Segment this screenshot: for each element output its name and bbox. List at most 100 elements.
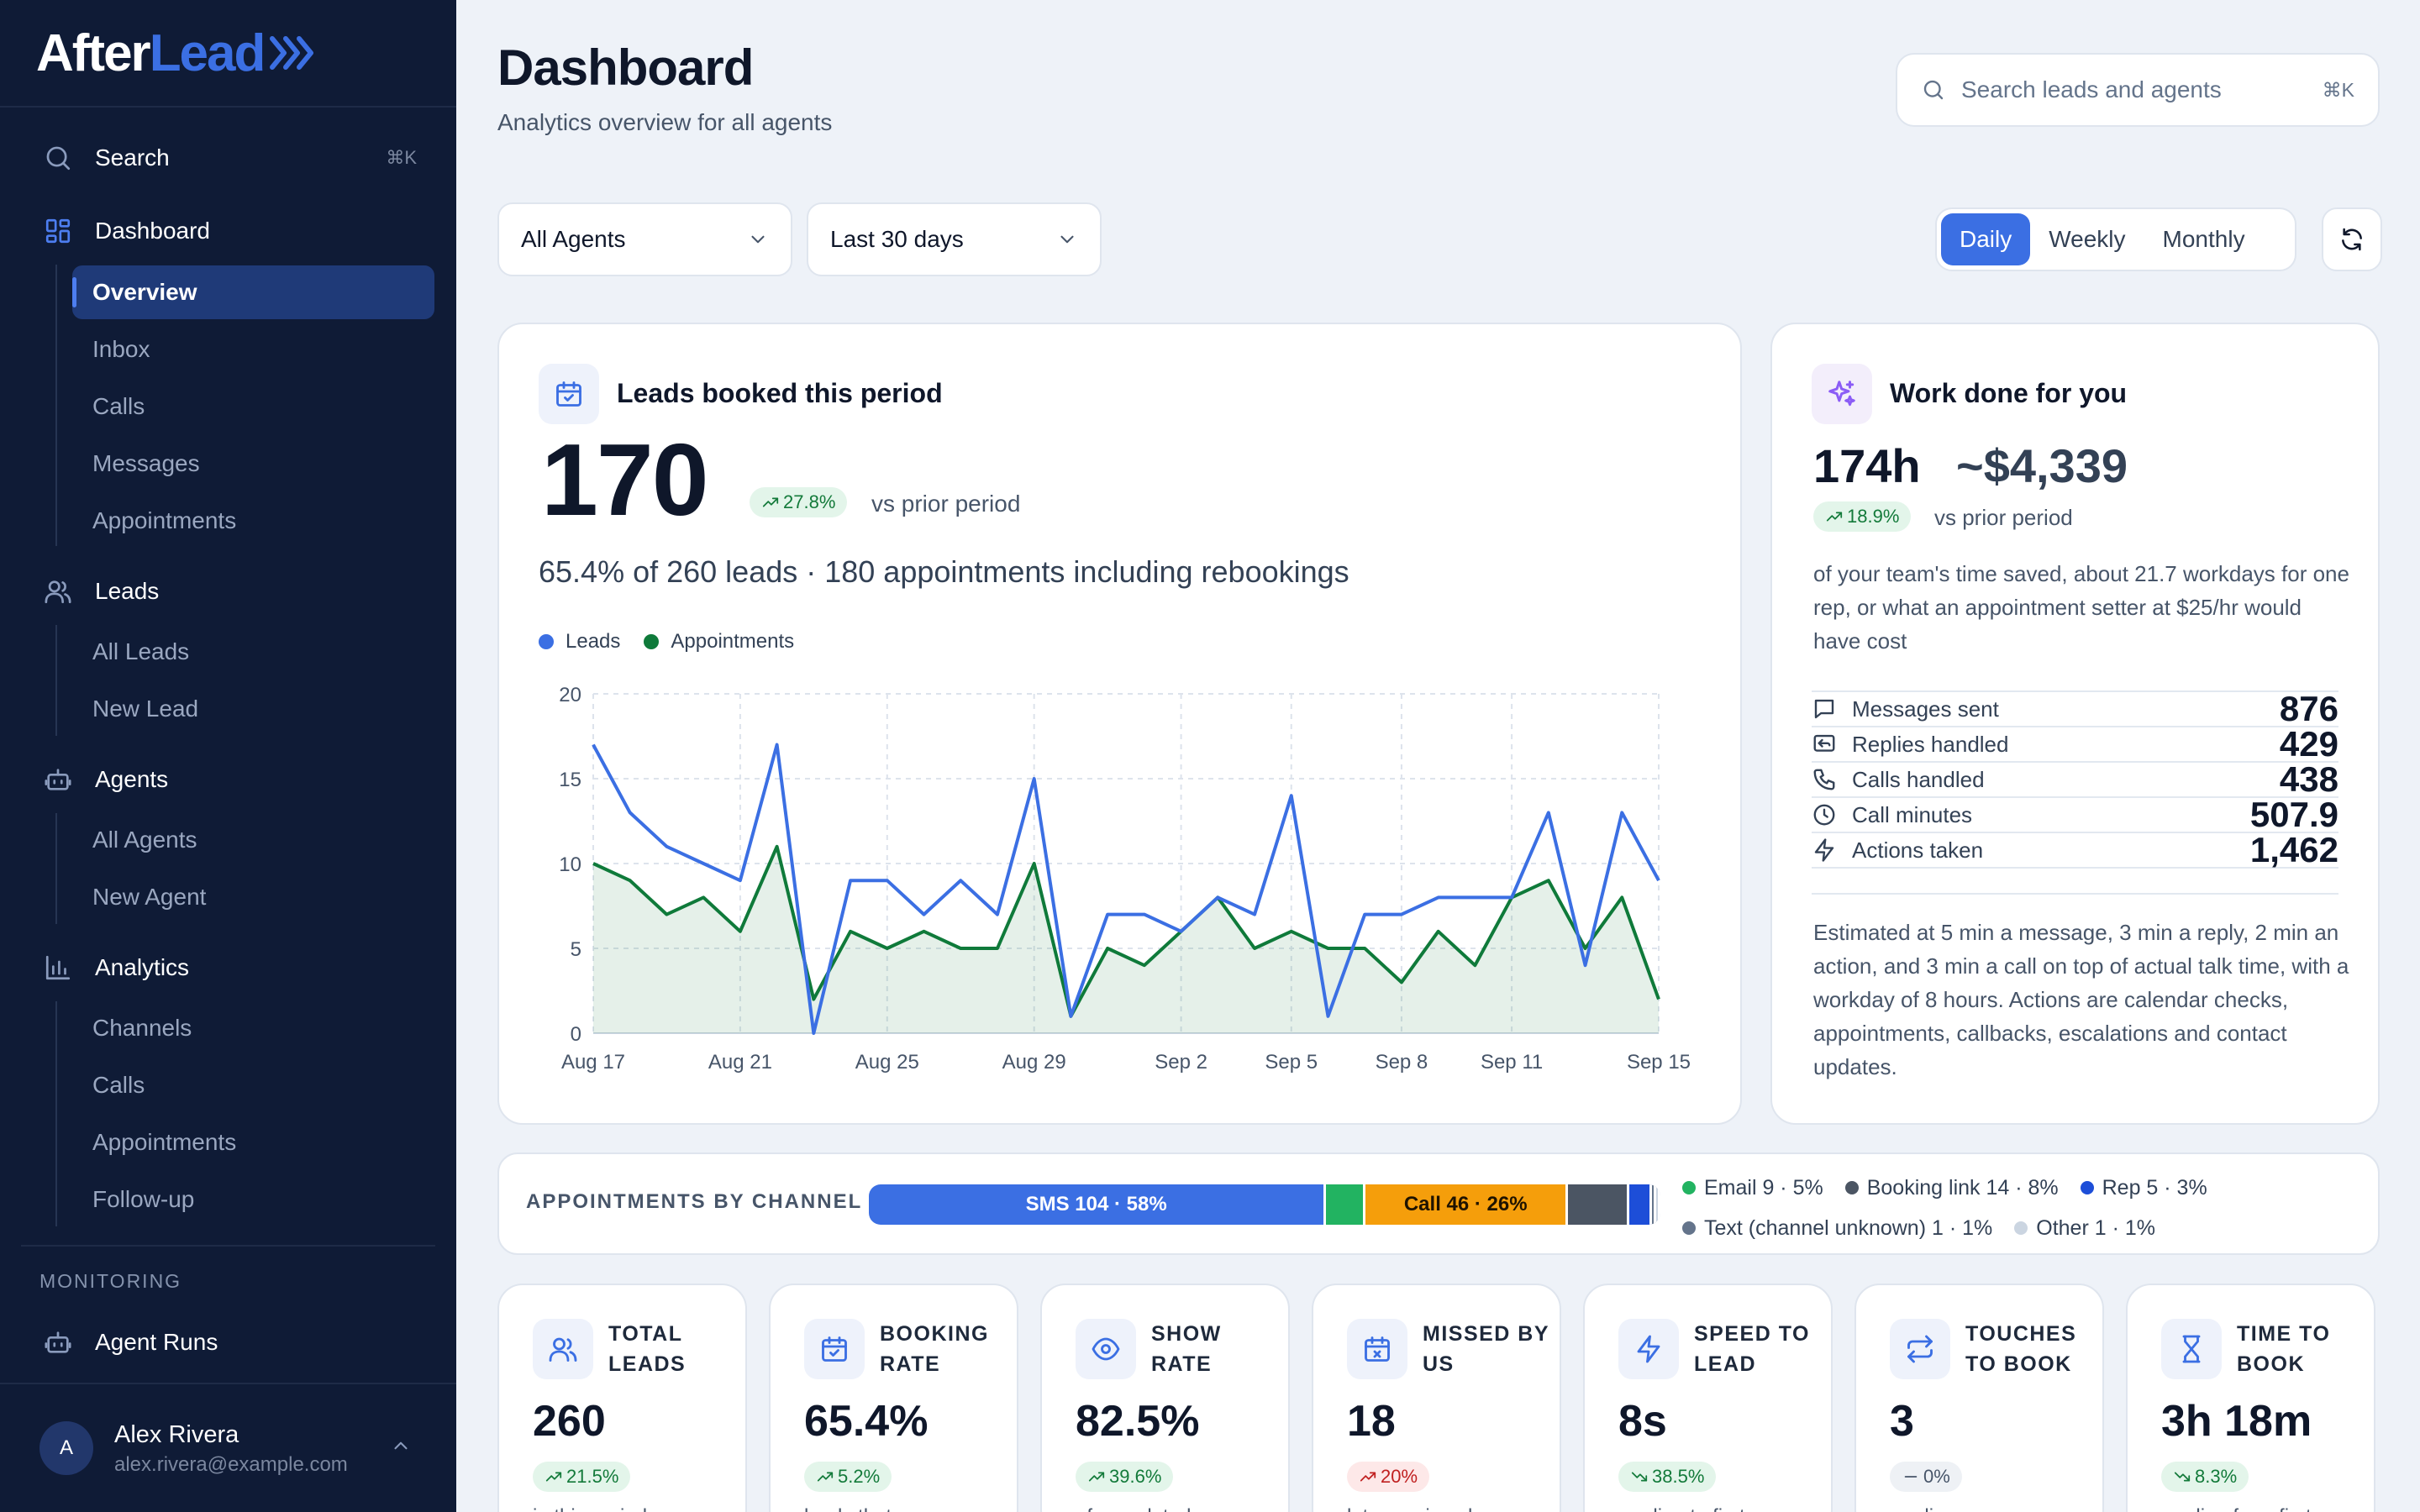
- x-tick-label: Aug 29: [1002, 1051, 1066, 1074]
- channel-segment-text-channel-unknown[interactable]: [1651, 1184, 1656, 1225]
- kpi-value: 18: [1347, 1397, 1396, 1446]
- channel-segment-call[interactable]: Call 46 · 26%: [1365, 1184, 1569, 1225]
- channel-segment-booking-link[interactable]: [1568, 1184, 1630, 1225]
- user-menu[interactable]: A Alex Rivera alex.rivera@example.com: [0, 1383, 456, 1512]
- y-tick-label: 5: [571, 938, 581, 961]
- legend-label: Text (channel unknown) 1 · 1%: [1704, 1215, 1993, 1240]
- kpi-title: TIME TO BOOK: [2237, 1322, 2331, 1376]
- sidebar-item-analytics-calls[interactable]: Calls: [92, 1072, 145, 1098]
- work-description: of your team's time saved, about 21.7 wo…: [1813, 561, 2349, 654]
- afterlead-logo[interactable]: After Lead: [36, 22, 318, 84]
- chevron-down-icon: [1060, 235, 1074, 244]
- bot-icon: [39, 1324, 76, 1361]
- sidebar-item-all-leads[interactable]: All Leads: [92, 638, 190, 664]
- bolt-icon: [1618, 1319, 1679, 1379]
- legend-leads-label: Leads: [566, 630, 621, 653]
- work-card-title: Work done for you: [1890, 378, 2128, 408]
- appointments-area: [593, 846, 1659, 1033]
- kpi-title: SPEED TO LEAD: [1694, 1322, 1810, 1376]
- kpi-description: of completed...: [1076, 1505, 1207, 1512]
- kpi-change-value: 5.2%: [838, 1466, 881, 1487]
- leads-line-chart: 0 5 10 15 20 Aug 17 Aug 21 Aug 25 Aug 29 Sep 2 Sep…: [559, 684, 1691, 1074]
- sparkles-icon: [1812, 364, 1872, 424]
- kpi-description: median to first...: [1618, 1505, 1762, 1512]
- sidebar-item-agents[interactable]: Agents: [21, 753, 435, 806]
- sidebar-item-inbox[interactable]: Inbox: [92, 336, 150, 362]
- date-range-dropdown[interactable]: Last 30 days: [807, 202, 1102, 276]
- work-stats-list: Messages sent 876 Replies handled 429 Ca…: [1812, 689, 2338, 869]
- trend-down-icon: [2174, 1472, 2191, 1482]
- x-tick-label: Sep 8: [1376, 1051, 1428, 1074]
- granularity-monthly-button[interactable]: Monthly: [2162, 226, 2245, 252]
- kpi-change-value: 8.3%: [2195, 1466, 2238, 1487]
- sidebar-search[interactable]: Search ⌘K: [21, 131, 435, 185]
- channel-segment-sms[interactable]: SMS 104 · 58%: [869, 1184, 1327, 1225]
- logo-text-lead: Lead: [149, 24, 266, 82]
- x-tick-label: Sep 15: [1627, 1051, 1691, 1074]
- granularity-daily-button[interactable]: Daily: [1941, 213, 2031, 265]
- logo-chevrons-icon: [270, 36, 314, 70]
- sidebar-tree-line: [55, 813, 57, 924]
- sidebar-agent-runs-label: Agent Runs: [95, 1329, 218, 1355]
- trend-up-icon: [1088, 1472, 1105, 1482]
- sidebar-item-leads[interactable]: Leads: [21, 564, 435, 618]
- chevron-up-icon[interactable]: [390, 1435, 412, 1457]
- granularity-weekly-button[interactable]: Weekly: [2049, 226, 2126, 252]
- user-email: alex.rivera@example.com: [114, 1453, 348, 1476]
- sidebar-search-shortcut: ⌘K: [386, 147, 417, 168]
- channel-legend-item: Text (channel unknown) 1 · 1%: [1682, 1216, 1992, 1241]
- channel-legend-row: Text (channel unknown) 1 · 1% Other 1 · 1…: [1682, 1208, 2354, 1248]
- search-input[interactable]: Search leads and agents ⌘K: [1896, 53, 2380, 127]
- refresh-button[interactable]: [2322, 207, 2382, 271]
- channel-card-label: APPOINTMENTS BY CHANNEL: [526, 1190, 863, 1213]
- page-subtitle: Analytics overview for all agents: [497, 109, 833, 135]
- clock-icon: [1812, 802, 1840, 827]
- sidebar-item-dashboard[interactable]: Dashboard: [21, 204, 435, 258]
- channel-segment-email[interactable]: [1326, 1184, 1366, 1225]
- work-change-value: 18.9%: [1847, 506, 1900, 527]
- monitoring-section-label: MONITORING: [39, 1270, 182, 1292]
- user-name: Alex Rivera: [114, 1421, 239, 1448]
- repeat-icon: [1890, 1319, 1950, 1379]
- sidebar-item-all-agents[interactable]: All Agents: [92, 827, 197, 853]
- sidebar-item-messages[interactable]: Messages: [92, 450, 200, 476]
- hourglass-icon: [2161, 1319, 2222, 1379]
- agent-filter-dropdown[interactable]: All Agents: [497, 202, 792, 276]
- kpi-title: MISSED BY US: [1423, 1322, 1549, 1376]
- channel-segment-other[interactable]: [1655, 1184, 1660, 1225]
- sidebar-item-analytics[interactable]: Analytics: [21, 941, 435, 995]
- sidebar-item-appointments[interactable]: Appointments: [92, 507, 237, 533]
- sidebar-item-agent-runs[interactable]: Agent Runs: [21, 1315, 435, 1369]
- dashboard-grid-icon: [39, 213, 76, 249]
- sidebar-item-channels[interactable]: Channels: [92, 1015, 192, 1041]
- kpi-title: BOOKING RATE: [880, 1322, 989, 1376]
- kpi-card-booking-rate: BOOKING RATE 65.4% 5.2% leads that...: [769, 1284, 1018, 1512]
- channel-segment-rep[interactable]: [1629, 1184, 1652, 1225]
- kpi-card-missed-by-us: MISSED BY US 18 20% late or missed...: [1312, 1284, 1561, 1512]
- stat-value: 429: [2279, 724, 2338, 764]
- kpi-value: 65.4%: [804, 1397, 929, 1446]
- legend-swatch: [1682, 1221, 1696, 1235]
- kpi-description: median: [1890, 1505, 1956, 1512]
- legend-swatch: [1844, 1181, 1859, 1194]
- channel-legend-item: Other 1 · 1%: [2014, 1216, 2155, 1241]
- legend-label: Rep 5 · 3%: [2102, 1175, 2207, 1200]
- calendar-check-icon: [804, 1319, 865, 1379]
- users-icon: [39, 573, 76, 610]
- agent-filter-value: All Agents: [521, 226, 626, 252]
- sidebar-item-new-lead[interactable]: New Lead: [92, 696, 199, 722]
- leads-change-value: 27.8%: [783, 491, 836, 512]
- leads-card-title: Leads booked this period: [617, 378, 943, 408]
- kpi-change-badge: 21.5%: [533, 1462, 631, 1492]
- search-shortcut: ⌘K: [2322, 78, 2354, 101]
- sidebar-item-new-agent[interactable]: New Agent: [92, 884, 207, 910]
- sidebar-item-analytics-appointments[interactable]: Appointments: [92, 1129, 237, 1155]
- sidebar-item-follow-up[interactable]: Follow-up: [92, 1186, 195, 1212]
- sidebar-item-overview[interactable]: Overview: [72, 265, 434, 319]
- kpi-change-value: 38.5%: [1652, 1466, 1705, 1487]
- kpi-title: TOTAL LEADS: [608, 1322, 687, 1376]
- kpi-change-badge: 20%: [1347, 1462, 1430, 1492]
- kpi-change-badge: 0%: [1890, 1462, 1962, 1492]
- sidebar-item-calls[interactable]: Calls: [92, 393, 145, 419]
- kpi-card-touches-to-book: TOUCHES TO BOOK 3 0% median: [1854, 1284, 2104, 1512]
